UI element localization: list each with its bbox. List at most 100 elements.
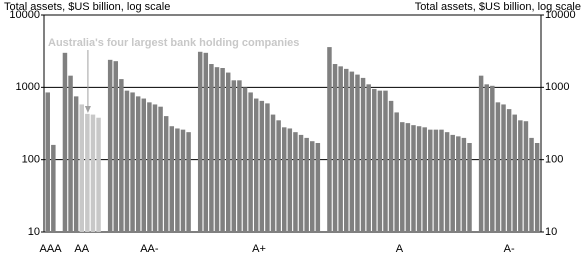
bar xyxy=(152,104,158,232)
bar xyxy=(315,142,321,232)
arrow-head xyxy=(84,106,91,113)
bar xyxy=(225,72,231,232)
y-tick-label: 1000 xyxy=(16,81,40,93)
bar xyxy=(495,102,501,232)
annotation: Australia's four largest bank holding co… xyxy=(48,37,299,49)
bar xyxy=(450,134,455,232)
y-tick-label: 100 xyxy=(22,154,40,166)
bar xyxy=(478,75,484,233)
bar xyxy=(163,116,169,232)
bar xyxy=(360,77,366,233)
bar xyxy=(484,84,489,232)
bar xyxy=(253,98,259,233)
x-tick-label: A- xyxy=(504,243,515,255)
y2-tick-label: 10 xyxy=(545,226,557,238)
bar xyxy=(383,90,388,232)
bar xyxy=(298,134,304,232)
y2-axis-label: Total assets, $US billion, log scale xyxy=(415,1,581,13)
bar xyxy=(349,71,355,233)
bar xyxy=(422,127,427,232)
bar xyxy=(158,106,163,232)
bar xyxy=(377,90,383,232)
y2-tick-label: 1000 xyxy=(545,81,569,93)
bar xyxy=(135,96,141,232)
bar xyxy=(400,122,405,232)
bar xyxy=(433,129,439,232)
bar xyxy=(231,80,237,232)
bar xyxy=(428,129,433,232)
bar xyxy=(130,92,135,233)
bar xyxy=(366,84,371,232)
bar xyxy=(467,142,472,232)
bar xyxy=(186,132,191,232)
bar xyxy=(293,132,298,232)
bar xyxy=(281,127,287,232)
bar xyxy=(203,52,209,232)
bar xyxy=(79,104,84,232)
bar xyxy=(68,75,73,233)
bar xyxy=(180,129,186,232)
bar xyxy=(90,114,96,232)
bar xyxy=(124,90,130,232)
bar xyxy=(220,68,225,233)
bar xyxy=(73,96,79,232)
bar xyxy=(501,104,506,232)
y-axis-label: Total assets, $US billion, log scale xyxy=(4,1,170,13)
bar xyxy=(242,87,248,232)
bar xyxy=(439,129,444,232)
bar xyxy=(51,144,56,232)
bar xyxy=(529,137,534,232)
x-tick-label: A xyxy=(396,243,404,255)
bar xyxy=(355,74,360,232)
bar xyxy=(197,51,203,232)
bar xyxy=(523,121,529,232)
bar xyxy=(411,125,416,232)
bar xyxy=(338,66,343,233)
bar xyxy=(175,128,180,232)
plot-frame xyxy=(43,14,542,233)
x-tick-label: AA xyxy=(74,243,89,255)
bar xyxy=(259,100,265,232)
bar xyxy=(265,103,270,232)
bar xyxy=(394,112,399,232)
bar xyxy=(141,98,147,233)
bar xyxy=(270,114,276,232)
x-tick-label: AA- xyxy=(140,243,159,255)
bar xyxy=(119,79,124,232)
bar xyxy=(304,137,309,232)
bar xyxy=(85,113,90,232)
bar xyxy=(456,136,461,232)
bar xyxy=(276,120,281,232)
bar xyxy=(214,67,220,232)
bar xyxy=(113,61,119,233)
bar xyxy=(45,92,50,233)
bar xyxy=(96,117,101,232)
bar xyxy=(237,80,242,232)
bar xyxy=(147,102,152,232)
bar xyxy=(209,64,214,232)
bar xyxy=(518,120,523,232)
x-tick-label: A+ xyxy=(252,243,266,255)
bar xyxy=(310,141,315,232)
bar xyxy=(534,142,540,232)
bar xyxy=(461,137,467,232)
bar xyxy=(405,123,411,232)
bar xyxy=(169,126,175,232)
bar xyxy=(107,59,113,232)
bar xyxy=(248,92,253,233)
bar xyxy=(327,47,332,233)
bar xyxy=(372,88,377,232)
y-tick-label: 10 xyxy=(28,226,40,238)
y2-tick-label: 100 xyxy=(545,154,563,166)
x-tick-label: AAA xyxy=(40,243,63,255)
y-tick-label: 10000 xyxy=(9,9,40,21)
y2-tick-label: 10000 xyxy=(545,9,576,21)
bar xyxy=(388,100,394,232)
bar xyxy=(512,114,517,232)
bar xyxy=(416,126,422,232)
bar xyxy=(490,85,495,232)
bar xyxy=(444,132,450,232)
bar xyxy=(344,68,349,232)
bar xyxy=(332,64,338,232)
